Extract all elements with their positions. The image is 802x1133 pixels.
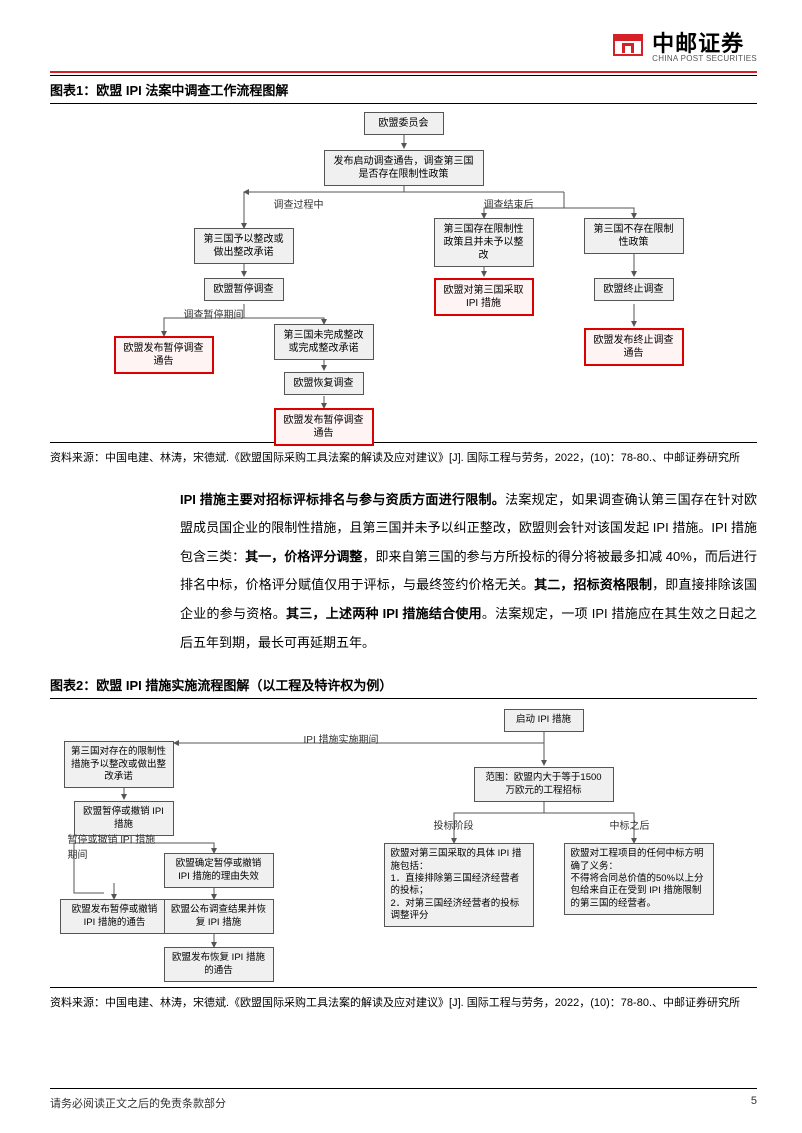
logo-subtitle: CHINA POST SECURITIES	[652, 55, 757, 63]
footer-disclaimer: 请务必阅读正文之后的免责条款部分	[50, 1095, 226, 1111]
flowchart-1: 欧盟委员会 发布启动调查通告，调查第三国是否存在限制性政策 调查过程中 调查结束…	[54, 108, 754, 438]
flow2-m8: 范围：欧盟内大于等于1500 万欧元的工程招标	[474, 767, 614, 802]
flow2-m10a: 不得将合同总价值的50%以上分包给来自正在受到 IPI 措施限制的第三国的经营者…	[571, 873, 707, 910]
chart1-title: 图表1：欧盟 IPI 法案中调查工作流程图解	[50, 76, 757, 104]
body-bold-4: 其三，上述两种 IPI 措施结合使用	[286, 606, 482, 621]
flow2-m1: 启动 IPI 措施	[504, 709, 584, 731]
logo-title: 中邮证券	[652, 33, 757, 55]
flow2-m9t: 欧盟对第三国采取的具体 IPI 措施包括：	[391, 848, 527, 873]
body-paragraph: IPI 措施主要对招标评标排名与参与资质方面进行限制。法案规定，如果调查确认第三…	[180, 486, 757, 658]
flow2-m8b: 中标之后	[610, 817, 650, 832]
flow1-e2: 调查结束后	[484, 196, 534, 211]
flow1-e1: 调查过程中	[274, 196, 324, 211]
flow1-n5: 第三国未完成整改或完成整改承诺	[274, 324, 374, 360]
flow2-mlabel: IPI 措施实施期间	[304, 731, 379, 746]
flow1-n10: 欧盟对第三国采取 IPI 措施	[434, 278, 534, 316]
body-bold-1: IPI 措施主要对招标评标排名与参与资质方面进行限制。	[180, 492, 505, 507]
flowchart-2: 启动 IPI 措施 IPI 措施实施期间 第三国对存在的限制性措施予以整改或做出…	[54, 703, 754, 983]
flow1-n2: 发布启动调查通告，调查第三国是否存在限制性政策	[324, 150, 484, 186]
flow1-n8: 欧盟发布暂停调查通告	[274, 408, 374, 446]
flow2-m8a: 投标阶段	[434, 817, 474, 832]
flow2-m10: 欧盟对工程项目的任何中标方明确了义务： 不得将合同总价值的50%以上分包给来自正…	[564, 843, 714, 915]
flow1-n1: 欧盟委员会	[364, 112, 444, 135]
flow2-m2: 第三国对存在的限制性措施予以整改或做出整改承诺	[64, 741, 174, 788]
header: 中邮证券 CHINA POST SECURITIES	[50, 30, 757, 65]
page-number: 5	[751, 1095, 757, 1111]
flow1-n6: 欧盟发布暂停调查通告	[114, 336, 214, 374]
chart1-source: 资料来源：中国电建、林涛，宋德斌.《欧盟国际采购工具法案的解读及应对建议》[J]…	[50, 442, 757, 468]
logo-icon	[612, 30, 646, 65]
flow2-m5: 欧盟发布暂停或撤销 IPI 措施的通告	[60, 899, 170, 934]
flow1-n7: 欧盟恢复调查	[284, 372, 364, 395]
page-footer: 请务必阅读正文之后的免责条款部分 5	[50, 1088, 757, 1111]
flow2-m6: 欧盟公布调查结果并恢复 IPI 措施	[164, 899, 274, 934]
flow1-n13: 欧盟发布终止调查通告	[584, 328, 684, 366]
flow1-n9: 第三国存在限制性政策且并未予以整改	[434, 218, 534, 267]
flow2-m9a: 1．直接排除第三国经济经营者的投标；	[391, 873, 527, 898]
flow1-n12: 欧盟终止调查	[594, 278, 674, 301]
flow1-n3: 第三国予以整改或做出整改承诺	[194, 228, 294, 264]
red-separator	[50, 71, 757, 73]
flow2-m9: 欧盟对第三国采取的具体 IPI 措施包括： 1．直接排除第三国经济经营者的投标；…	[384, 843, 534, 927]
flow2-m3label: 暂停或撤销 IPI 措施期间	[68, 831, 158, 861]
chart2-title: 图表2：欧盟 IPI 措施实施流程图解（以工程及特许权为例）	[50, 671, 757, 699]
flow2-m4: 欧盟确定暂停或撤销 IPI 措施的理由失效	[164, 853, 274, 888]
chart2-source: 资料来源：中国电建、林涛，宋德斌.《欧盟国际采购工具法案的解读及应对建议》[J]…	[50, 987, 757, 1013]
flow1-n4: 欧盟暂停调查	[204, 278, 284, 301]
flow1-n11: 第三国不存在限制性政策	[584, 218, 684, 254]
body-bold-3: 其二，招标资格限制	[534, 577, 652, 592]
flow2-m7: 欧盟发布恢复 IPI 措施的通告	[164, 947, 274, 982]
body-bold-2: 其一，价格评分调整	[245, 549, 362, 564]
flow2-m9b: 2．对第三国经济经营者的投标调整评分	[391, 898, 527, 923]
flow2-m10t: 欧盟对工程项目的任何中标方明确了义务：	[571, 848, 707, 873]
flow1-e3: 调查暂停期间	[184, 306, 244, 321]
